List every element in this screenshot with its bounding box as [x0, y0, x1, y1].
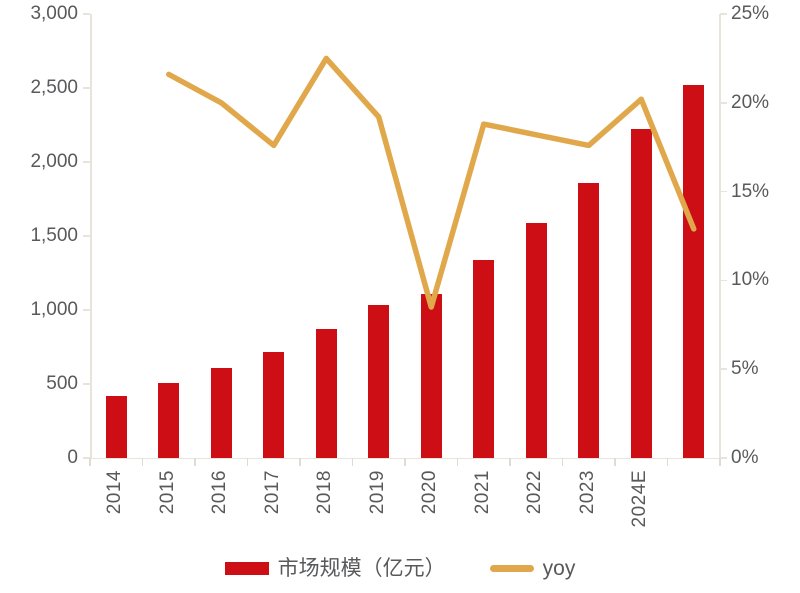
- right-axis-tick-label: 20%: [731, 91, 770, 113]
- line-series: [166, 55, 697, 310]
- x-axis-tick-label: 2023: [576, 470, 598, 515]
- x-axis-tick-label: 2019: [366, 470, 388, 515]
- x-axis-tick-label: 2016: [209, 470, 231, 515]
- x-axis-tick: [509, 458, 511, 466]
- bar: [683, 85, 705, 458]
- right-axis-tick: [720, 190, 727, 193]
- yoy-line-path: [166, 55, 697, 310]
- right-axis-tick-label: 25%: [731, 3, 770, 24]
- right-axis-tick-label: 10%: [731, 269, 770, 291]
- x-axis-tick: [141, 458, 144, 466]
- x-axis-tick: [404, 458, 406, 466]
- left-axis-tick-label: 500: [46, 373, 78, 394]
- bar: [473, 259, 495, 458]
- x-axis-tick-label: 2024E: [629, 470, 651, 528]
- left-axis-line: [90, 14, 92, 459]
- bar: [210, 367, 232, 458]
- left-axis-tick: [83, 87, 90, 89]
- bar: [368, 304, 390, 458]
- x-axis-tick-label: 2021: [471, 470, 493, 515]
- x-axis-tick-label: 2015: [156, 470, 178, 515]
- right-axis-line: [719, 14, 721, 459]
- bar: [263, 352, 285, 458]
- right-axis-tick-label: 0%: [731, 447, 759, 468]
- x-axis-tick: [719, 458, 721, 466]
- x-axis-tick-label: 2022: [524, 470, 546, 515]
- x-axis-tick-label: 2017: [261, 470, 283, 515]
- bar: [630, 128, 652, 458]
- x-axis-tick-label: 2020: [419, 470, 441, 515]
- bar: [158, 382, 180, 458]
- x-axis-tick: [614, 458, 616, 466]
- chart-legend: 市场规模（亿元） yoy: [0, 558, 800, 579]
- left-axis-tick-label: 2,000: [30, 151, 78, 172]
- bar: [420, 293, 442, 458]
- bar: [578, 183, 600, 458]
- legend-bar-swatch-icon: [224, 562, 269, 575]
- x-axis-tick: [561, 458, 564, 466]
- left-axis-tick: [83, 383, 90, 385]
- x-axis-tick-label: 2018: [314, 470, 336, 515]
- right-axis-tick-label: 15%: [731, 180, 770, 202]
- legend-item-yoy: yoy: [489, 557, 576, 580]
- x-axis-tick: [666, 458, 669, 466]
- x-axis-tick: [456, 458, 459, 466]
- x-axis-tick-label: 2014: [104, 470, 126, 515]
- legend-item-market-size: 市场规模（亿元）: [224, 557, 446, 580]
- left-axis-tick-label: 1,500: [30, 225, 78, 246]
- x-axis-tick: [299, 458, 301, 466]
- legend-line-swatch-icon: [489, 565, 534, 572]
- left-axis-tick: [83, 13, 90, 15]
- left-axis-tick: [83, 457, 90, 459]
- legend-label-yoy: yoy: [542, 557, 576, 580]
- bar: [105, 395, 127, 458]
- right-axis-tick: [720, 279, 727, 282]
- right-axis-tick-label: 5%: [731, 358, 759, 380]
- right-axis-tick: [720, 13, 727, 15]
- bar: [315, 329, 337, 458]
- legend-label-market-size: 市场规模（亿元）: [277, 557, 446, 580]
- left-axis-tick: [83, 309, 90, 311]
- x-axis-tick: [351, 458, 354, 466]
- left-axis-tick-label: 3,000: [30, 3, 78, 24]
- plot-area: [90, 14, 720, 458]
- right-axis-tick: [720, 368, 727, 370]
- x-axis-tick: [89, 458, 91, 466]
- right-axis-tick: [720, 457, 727, 459]
- left-axis-tick-label: 1,000: [30, 299, 78, 320]
- left-axis-tick-label: 0: [67, 447, 78, 468]
- left-axis-tick: [83, 161, 90, 163]
- bar: [525, 223, 547, 458]
- x-axis-tick: [246, 458, 249, 466]
- right-axis-tick: [720, 102, 727, 104]
- x-axis-tick: [194, 458, 196, 466]
- left-axis-tick: [83, 235, 90, 237]
- left-axis-tick-label: 2,500: [30, 77, 78, 98]
